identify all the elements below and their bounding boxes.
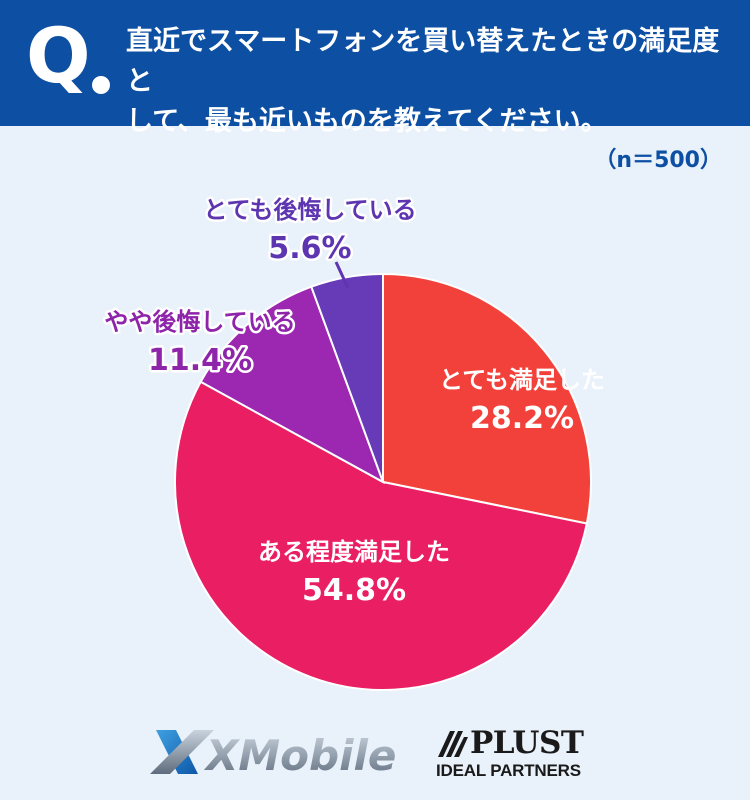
slice-value-label-2: 54.8% bbox=[302, 573, 406, 608]
plust-logo-subtext: IDEAL PARTNERS bbox=[436, 761, 581, 780]
slice-name-label-1: とても満足した bbox=[439, 366, 605, 394]
plust-mark-icon bbox=[438, 731, 468, 757]
xmobile-logo-text: XMobile bbox=[203, 731, 396, 778]
pie-slice-4 bbox=[310, 272, 384, 483]
slice-name-label-2: ある程度満足した bbox=[258, 538, 450, 566]
pie-slice-2 bbox=[174, 380, 588, 691]
question-line-1: 直近でスマートフォンを買い替えたときの満足度と bbox=[126, 26, 720, 97]
q-dot-icon bbox=[92, 76, 110, 94]
slice-name-label-3: やや後悔している bbox=[104, 308, 295, 336]
leader-line-4 bbox=[334, 261, 350, 289]
question-header: Q 直近でスマートフォンを買い替えたときの満足度と して、最も近いものを教えてく… bbox=[0, 0, 750, 137]
pie-slice-3 bbox=[199, 285, 385, 485]
q-mark: Q bbox=[26, 11, 91, 100]
xmobile-logo: XMobile bbox=[150, 730, 396, 778]
question-line-2: して、最も近いものを教えてください。 bbox=[126, 106, 608, 137]
slice-name-label-4: とても後悔している bbox=[203, 196, 416, 224]
slice-value-label-4: 5.6% bbox=[268, 231, 351, 266]
question-text: 直近でスマートフォンを買い替えたときの満足度と して、最も近いものを教えてくださ… bbox=[126, 22, 726, 142]
sample-size-label: （n＝500） bbox=[594, 148, 722, 173]
plust-logo-text: PLUST bbox=[470, 725, 584, 761]
plust-logo: PLUST IDEAL PARTNERS bbox=[436, 725, 596, 785]
slice-value-label-1: 28.2% bbox=[470, 401, 574, 436]
slice-value-label-3: 11.4% bbox=[148, 343, 252, 378]
pie-slice-1 bbox=[382, 272, 592, 525]
